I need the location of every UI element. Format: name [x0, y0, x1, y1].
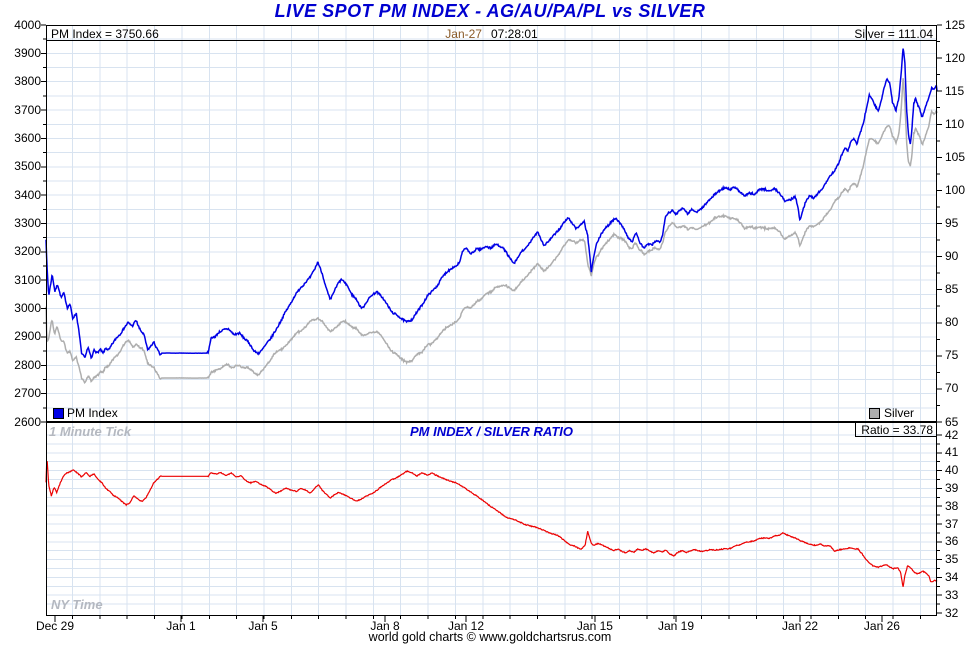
- ratio-panel-title: PM INDEX / SILVER RATIO: [409, 424, 573, 439]
- ratio-axis-tick-label: 32: [945, 605, 959, 620]
- left-axis-tick-label: 2600: [14, 414, 41, 429]
- right-axis-tick-label: 70: [945, 381, 959, 396]
- x-axis-date-label: Jan 15: [576, 619, 613, 633]
- x-axis-date-label: Jan 1: [166, 619, 196, 633]
- left-axis-tick-label: 3000: [14, 301, 41, 316]
- top-panel-border: [46, 25, 937, 422]
- ratio-axis-tick-label: 33: [945, 587, 959, 602]
- x-axis-date-label: Jan 12: [448, 619, 485, 633]
- right-axis-tick-label: 100: [945, 182, 966, 197]
- pm-index-value-readout: PM Index = 3750.66: [51, 27, 159, 41]
- left-axis-tick-label: 3200: [14, 244, 41, 259]
- right-axis-tick-label: 65: [945, 414, 959, 429]
- left-axis-tick-label: 2900: [14, 329, 41, 344]
- right-axis-tick-label: 95: [945, 216, 959, 230]
- right-axis-tick-label: 85: [945, 282, 959, 297]
- left-axis-tick-label: 3300: [14, 216, 41, 230]
- tick-interval-label: 1 Minute Tick: [49, 424, 132, 439]
- bottom-panel-border: [46, 422, 937, 616]
- left-axis-tick-label: 3600: [14, 130, 41, 145]
- ratio-axis-tick-label: 39: [945, 480, 959, 495]
- right-axis-tick-label: 125: [945, 17, 966, 32]
- silver-legend-swatch: [869, 408, 880, 419]
- copyright-credit: world gold charts © www.goldchartsrus.co…: [368, 630, 612, 644]
- timestamp-date: Jan-27: [445, 27, 482, 41]
- x-axis-date-label: Jan 26: [863, 619, 900, 633]
- timestamp-time: 07:28:01: [490, 27, 538, 41]
- left-axis-tick-label: 3800: [14, 74, 41, 89]
- x-axis-date-label: Jan 22: [782, 619, 819, 633]
- left-axis-tick-label: 3100: [14, 272, 41, 287]
- pm-index-legend-swatch: [53, 408, 64, 419]
- right-axis-tick-label: 75: [945, 348, 959, 363]
- left-axis-tick-label: 3500: [14, 159, 41, 174]
- right-axis-tick-label: 120: [945, 50, 966, 65]
- page-title: LIVE SPOT PM INDEX - AG/AU/PA/PL vs SILV…: [274, 1, 706, 21]
- silver-series-line: [45, 78, 938, 385]
- pm-index-series-line: [45, 48, 938, 360]
- right-axis-tick-label: 80: [945, 315, 959, 330]
- x-axis-date-label: Dec 29: [35, 619, 74, 633]
- ratio-axis-tick-label: 38: [945, 498, 959, 513]
- ratio-axis-tick-label: 42: [945, 427, 959, 442]
- left-axis-tick-label: 4000: [14, 17, 41, 32]
- timezone-label: NY Time: [51, 597, 103, 612]
- left-axis-tick-label: 3900: [14, 45, 41, 60]
- x-axis-date-label: Jan 8: [370, 619, 400, 633]
- ratio-axis-tick-label: 40: [945, 463, 959, 478]
- left-axis-tick-label: 3400: [14, 187, 41, 202]
- left-axis-tick-label: 3700: [14, 102, 41, 117]
- left-axis-tick-label: 2800: [14, 357, 41, 372]
- ratio-axis-tick-label: 35: [945, 552, 959, 567]
- right-axis-tick-label: 115: [945, 83, 965, 98]
- right-axis-tick-label: 90: [945, 249, 959, 264]
- ratio-series-line: [45, 461, 938, 587]
- pm-index-legend-label: PM Index: [67, 406, 118, 420]
- ratio-axis-tick-label: 36: [945, 534, 959, 549]
- x-axis-date-label: Jan 19: [658, 619, 695, 633]
- ratio-axis-tick-label: 37: [945, 516, 959, 531]
- left-axis-tick-label: 2700: [14, 386, 41, 401]
- x-axis-date-label: Jan 5: [248, 619, 278, 633]
- silver-legend-label: Silver: [884, 406, 915, 420]
- ratio-value-readout: Ratio = 33.78: [861, 423, 933, 437]
- timestamp: Jan-27 07:28:01: [46, 27, 937, 41]
- silver-value-readout: Silver = 111.04: [854, 27, 933, 41]
- right-axis-tick-label: 110: [945, 116, 965, 131]
- ratio-axis-tick-label: 41: [945, 445, 959, 460]
- ratio-axis-tick-label: 34: [945, 569, 959, 584]
- right-axis-tick-label: 105: [945, 149, 966, 164]
